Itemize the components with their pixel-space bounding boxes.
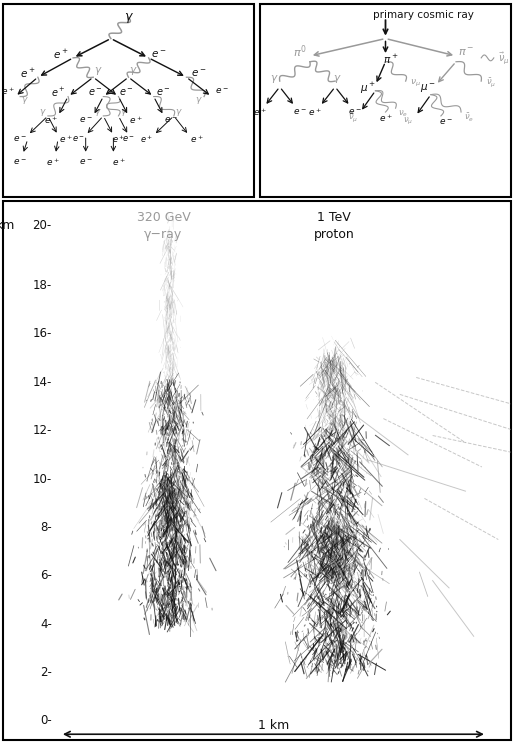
Text: $e^-$: $e^-$ xyxy=(13,158,27,167)
Text: $e^-$: $e^-$ xyxy=(79,158,93,167)
Text: $\vec{\nu}_\mu$: $\vec{\nu}_\mu$ xyxy=(498,50,510,65)
Text: $\bar{\nu}_e$: $\bar{\nu}_e$ xyxy=(464,112,474,124)
Text: $e^-$: $e^-$ xyxy=(79,115,93,124)
Text: $e^-$: $e^-$ xyxy=(71,135,85,144)
Text: 14-: 14- xyxy=(32,376,52,389)
Text: $\nu_e$: $\nu_e$ xyxy=(398,109,408,119)
Text: 12-: 12- xyxy=(32,424,52,437)
Text: $e^+$: $e^+$ xyxy=(140,133,153,145)
Text: $e^-$: $e^-$ xyxy=(119,87,133,98)
Text: $e^+$: $e^+$ xyxy=(190,133,204,145)
Text: $e^-$: $e^-$ xyxy=(156,87,171,98)
Text: $\pi^+$: $\pi^+$ xyxy=(383,54,398,66)
Text: $e^+$: $e^+$ xyxy=(20,67,35,80)
Text: $\bar{\nu}_\mu$: $\bar{\nu}_\mu$ xyxy=(486,77,497,89)
Text: $e^+$: $e^+$ xyxy=(46,156,60,168)
Text: $e^-$: $e^-$ xyxy=(122,135,135,144)
Text: 6-: 6- xyxy=(40,569,52,583)
Text: $e^-$: $e^-$ xyxy=(13,135,27,144)
Text: $\gamma$: $\gamma$ xyxy=(95,106,102,118)
Text: $e^+$: $e^+$ xyxy=(112,156,125,168)
Text: $\gamma$: $\gamma$ xyxy=(334,73,342,85)
Text: $\gamma$: $\gamma$ xyxy=(123,11,134,25)
Text: $\pi^0$: $\pi^0$ xyxy=(293,44,307,60)
Text: $\gamma$: $\gamma$ xyxy=(195,95,203,106)
Text: 16-: 16- xyxy=(32,327,52,341)
Text: 20-: 20- xyxy=(32,219,52,231)
Text: 8-: 8- xyxy=(40,521,52,534)
Text: $e^-$: $e^-$ xyxy=(293,107,307,117)
Text: km: km xyxy=(0,219,16,231)
Text: $e^-$: $e^-$ xyxy=(191,68,207,79)
Text: $e^+$: $e^+$ xyxy=(308,106,322,118)
Text: $e^+$: $e^+$ xyxy=(379,112,392,124)
Text: $e^-$: $e^-$ xyxy=(164,115,178,124)
Text: $\gamma$: $\gamma$ xyxy=(94,65,103,77)
Bar xyxy=(3,201,511,740)
Text: $\gamma$: $\gamma$ xyxy=(270,73,279,85)
Text: γ−ray: γ−ray xyxy=(144,228,182,241)
Text: 4-: 4- xyxy=(40,618,52,631)
Text: $\nu_\mu$: $\nu_\mu$ xyxy=(410,77,421,89)
Text: $e^+$: $e^+$ xyxy=(52,48,68,60)
Text: primary cosmic ray: primary cosmic ray xyxy=(373,10,474,19)
Text: $e^+$: $e^+$ xyxy=(44,114,58,126)
Text: 1 TeV: 1 TeV xyxy=(317,211,351,224)
Text: $\gamma$: $\gamma$ xyxy=(129,65,138,77)
Text: $\gamma$: $\gamma$ xyxy=(120,106,127,118)
Text: $e^-$: $e^-$ xyxy=(151,48,167,60)
Text: proton: proton xyxy=(314,228,355,241)
Text: $\nu_\mu$: $\nu_\mu$ xyxy=(403,116,413,127)
Text: $\pi^-$: $\pi^-$ xyxy=(458,47,474,57)
Text: $\bar{\nu}_\mu$: $\bar{\nu}_\mu$ xyxy=(347,112,358,124)
Text: $e^+$: $e^+$ xyxy=(1,85,14,97)
Text: $e^+$: $e^+$ xyxy=(129,114,143,126)
Text: $e^-$: $e^-$ xyxy=(215,86,229,95)
Text: $e^+$: $e^+$ xyxy=(253,106,266,118)
Text: 18-: 18- xyxy=(32,279,52,292)
Text: $e^+$: $e^+$ xyxy=(112,133,125,145)
Text: $\mu^-$: $\mu^-$ xyxy=(420,83,436,95)
Text: $\mu^+$: $\mu^+$ xyxy=(360,81,376,97)
Text: $e^-$: $e^-$ xyxy=(348,107,362,117)
Text: 10-: 10- xyxy=(32,472,52,486)
Text: $e^-$: $e^-$ xyxy=(88,87,103,98)
Text: 2-: 2- xyxy=(40,666,52,679)
Text: $e^-$: $e^-$ xyxy=(439,117,453,126)
Text: $\gamma$: $\gamma$ xyxy=(39,106,47,118)
Text: 320 GeV: 320 GeV xyxy=(137,211,190,224)
Text: $\gamma$: $\gamma$ xyxy=(175,106,183,118)
Text: $e^+$: $e^+$ xyxy=(51,86,65,99)
Text: $\gamma$: $\gamma$ xyxy=(22,95,29,106)
Text: 1 km: 1 km xyxy=(258,719,289,732)
Text: 0-: 0- xyxy=(40,714,52,728)
Text: $e^+$: $e^+$ xyxy=(59,133,72,145)
